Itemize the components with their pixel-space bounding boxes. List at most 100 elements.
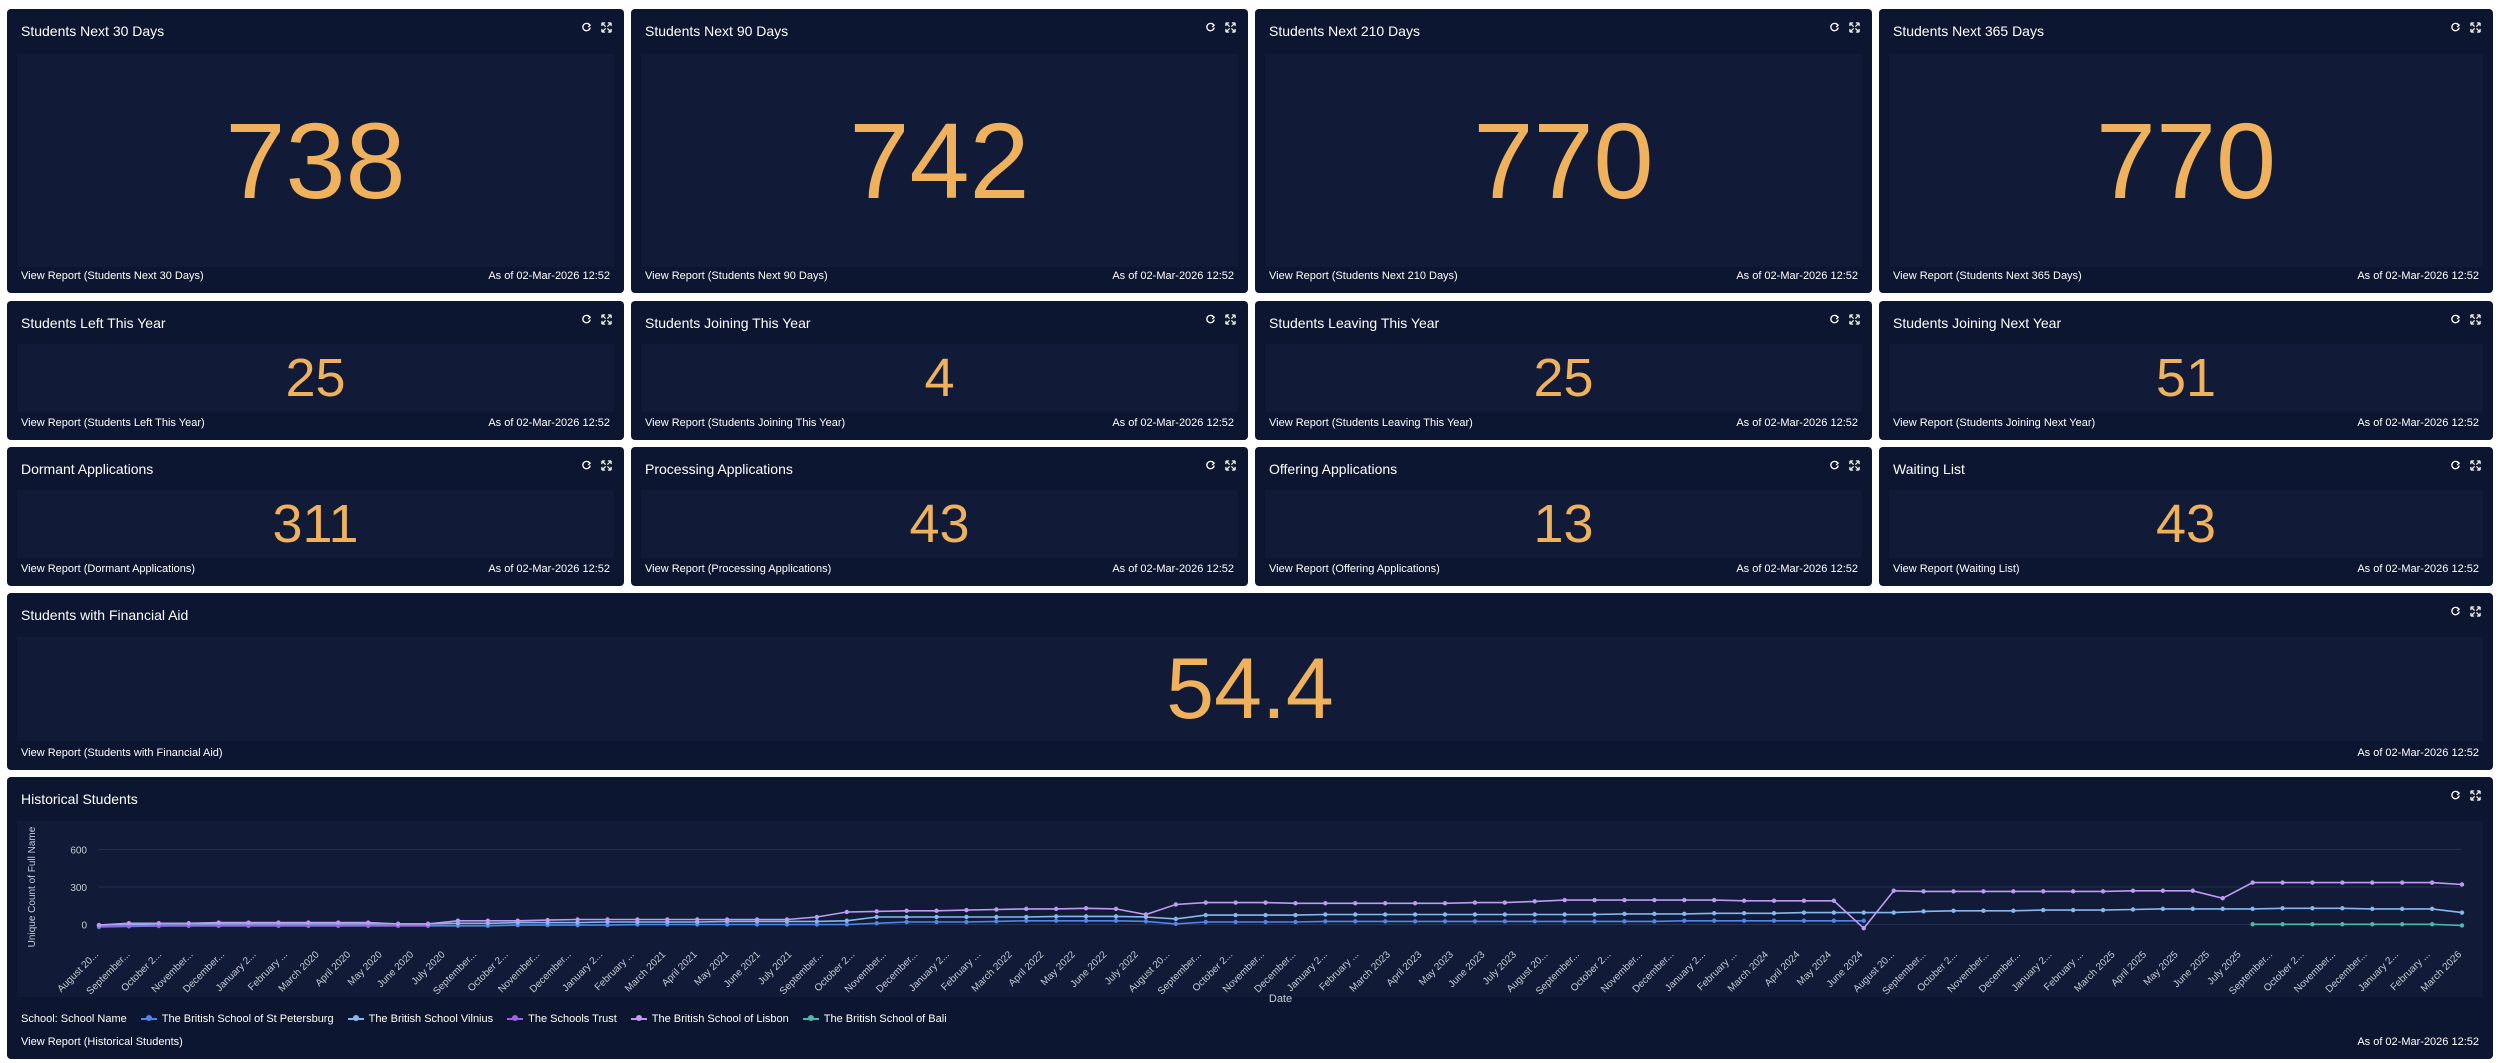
tile-title: Students Next 90 Days [645,23,789,39]
data-point [455,918,461,923]
data-point [1024,906,1029,912]
as-of-timestamp: As of 02-Mar-2026 12:52 [2357,417,2479,429]
data-point [1921,909,1926,914]
legend-swatch [347,1015,364,1021]
expand-icon[interactable] [2469,789,2481,801]
expand-icon[interactable] [2469,313,2481,325]
expand-icon[interactable] [600,21,612,33]
legend-label: The British School of Bali [823,1013,947,1025]
metric-value: 43 [909,494,970,554]
view-report-link[interactable]: View Report (Dormant Applications) [21,563,196,575]
expand-icon[interactable] [600,459,612,471]
data-point [306,923,311,928]
data-point [395,921,401,927]
as-of-timestamp: As of 02-Mar-2026 12:52 [1736,563,1858,575]
tile-body: 4 [641,344,1238,412]
tile-body: 311 [17,490,614,558]
data-point [1771,911,1777,916]
data-point [844,918,849,923]
data-point [1263,919,1268,925]
expand-icon[interactable] [1224,21,1236,33]
view-report-link[interactable]: View Report (Historical Students) [21,1036,183,1048]
expand-icon[interactable] [1848,313,1860,325]
data-point [1921,889,1926,894]
data-point [2429,922,2435,927]
expand-icon[interactable] [2469,459,2481,471]
data-point [575,920,580,925]
view-report-link[interactable]: View Report (Students Next 365 Days) [1893,270,2082,282]
tile-dormant-applications: Dormant Applications 311 View Report (Do… [7,447,624,586]
expand-icon[interactable] [1224,459,1236,471]
expand-icon[interactable] [600,313,612,325]
refresh-icon[interactable] [2449,605,2461,617]
view-report-link[interactable]: View Report (Students Next 210 Days) [1269,270,1458,282]
data-point [695,917,700,922]
data-point [1382,919,1388,924]
y-axis-label: Unique Count of Full Name [27,826,38,947]
legend-item[interactable]: The British School of St Petersburg [140,1013,334,1025]
data-point [2310,880,2315,885]
view-report-link[interactable]: View Report (Students Next 30 Days) [21,270,204,282]
refresh-icon[interactable] [580,21,592,33]
y-tick-label: 600 [70,846,87,857]
refresh-icon[interactable] [580,313,592,325]
refresh-icon[interactable] [2449,789,2461,801]
data-point [2399,906,2405,912]
view-report-link[interactable]: View Report (Students Next 90 Days) [645,270,828,282]
view-report-link[interactable]: View Report (Students Left This Year) [21,417,205,429]
data-point [246,923,251,928]
refresh-icon[interactable] [1204,459,1216,471]
refresh-icon[interactable] [2449,459,2461,471]
metric-value: 51 [2155,348,2217,408]
expand-icon[interactable] [2469,21,2481,33]
view-report-link[interactable]: View Report (Students with Financial Aid… [21,747,223,759]
refresh-icon[interactable] [580,459,592,471]
refresh-icon[interactable] [1204,21,1216,33]
data-point [2399,922,2405,927]
refresh-icon[interactable] [1828,21,1840,33]
refresh-icon[interactable] [2449,21,2461,33]
legend-item[interactable]: The British School of Bali [802,1013,947,1025]
data-point [1532,912,1537,917]
refresh-icon[interactable] [1828,313,1840,325]
as-of-timestamp: As of 02-Mar-2026 12:52 [2357,747,2479,759]
data-point [934,908,939,913]
data-point [336,923,341,928]
expand-icon[interactable] [1848,21,1860,33]
view-report-link[interactable]: View Report (Students Joining Next Year) [1893,417,2096,429]
expand-icon[interactable] [1224,313,1236,325]
tile-title: Students Next 30 Days [21,23,165,39]
expand-icon[interactable] [1848,459,1860,471]
data-point [1203,919,1208,925]
legend-item[interactable]: The British School Vilnius [347,1013,494,1025]
tile-title: Students with Financial Aid [21,607,189,623]
legend-item[interactable]: The British School of Lisbon [630,1013,789,1025]
data-point [1951,889,1956,894]
view-report-link[interactable]: View Report (Processing Applications) [645,563,832,575]
view-report-link[interactable]: View Report (Offering Applications) [1269,563,1440,575]
data-point [1831,898,1837,903]
expand-icon[interactable] [2469,605,2481,617]
view-report-link[interactable]: View Report (Waiting List) [1893,563,2020,575]
data-point [1053,906,1059,912]
tile-body: 25 [17,344,614,412]
data-point [1412,912,1418,917]
as-of-timestamp: As of 02-Mar-2026 12:52 [2357,563,2479,575]
data-point [1083,914,1089,919]
data-point [2280,880,2285,885]
view-report-link[interactable]: View Report (Students Joining This Year) [645,417,846,429]
refresh-icon[interactable] [1204,313,1216,325]
data-point [1951,908,1956,913]
data-point [216,923,221,928]
view-report-link[interactable]: View Report (Students Leaving This Year) [1269,417,1473,429]
data-point [2220,906,2225,912]
legend-label: The British School Vilnius [368,1013,494,1025]
data-point [814,914,820,920]
metric-value: 54.4 [1166,641,1334,737]
refresh-icon[interactable] [2449,313,2461,325]
refresh-icon[interactable] [1828,459,1840,471]
data-point [2459,910,2465,915]
data-point [1861,910,1866,915]
metric-value: 742 [849,99,1030,221]
legend-item[interactable]: The Schools Trust [507,1013,617,1025]
